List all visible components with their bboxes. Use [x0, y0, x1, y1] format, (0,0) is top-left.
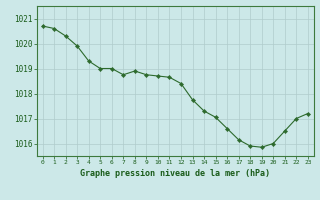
X-axis label: Graphe pression niveau de la mer (hPa): Graphe pression niveau de la mer (hPa): [80, 169, 270, 178]
